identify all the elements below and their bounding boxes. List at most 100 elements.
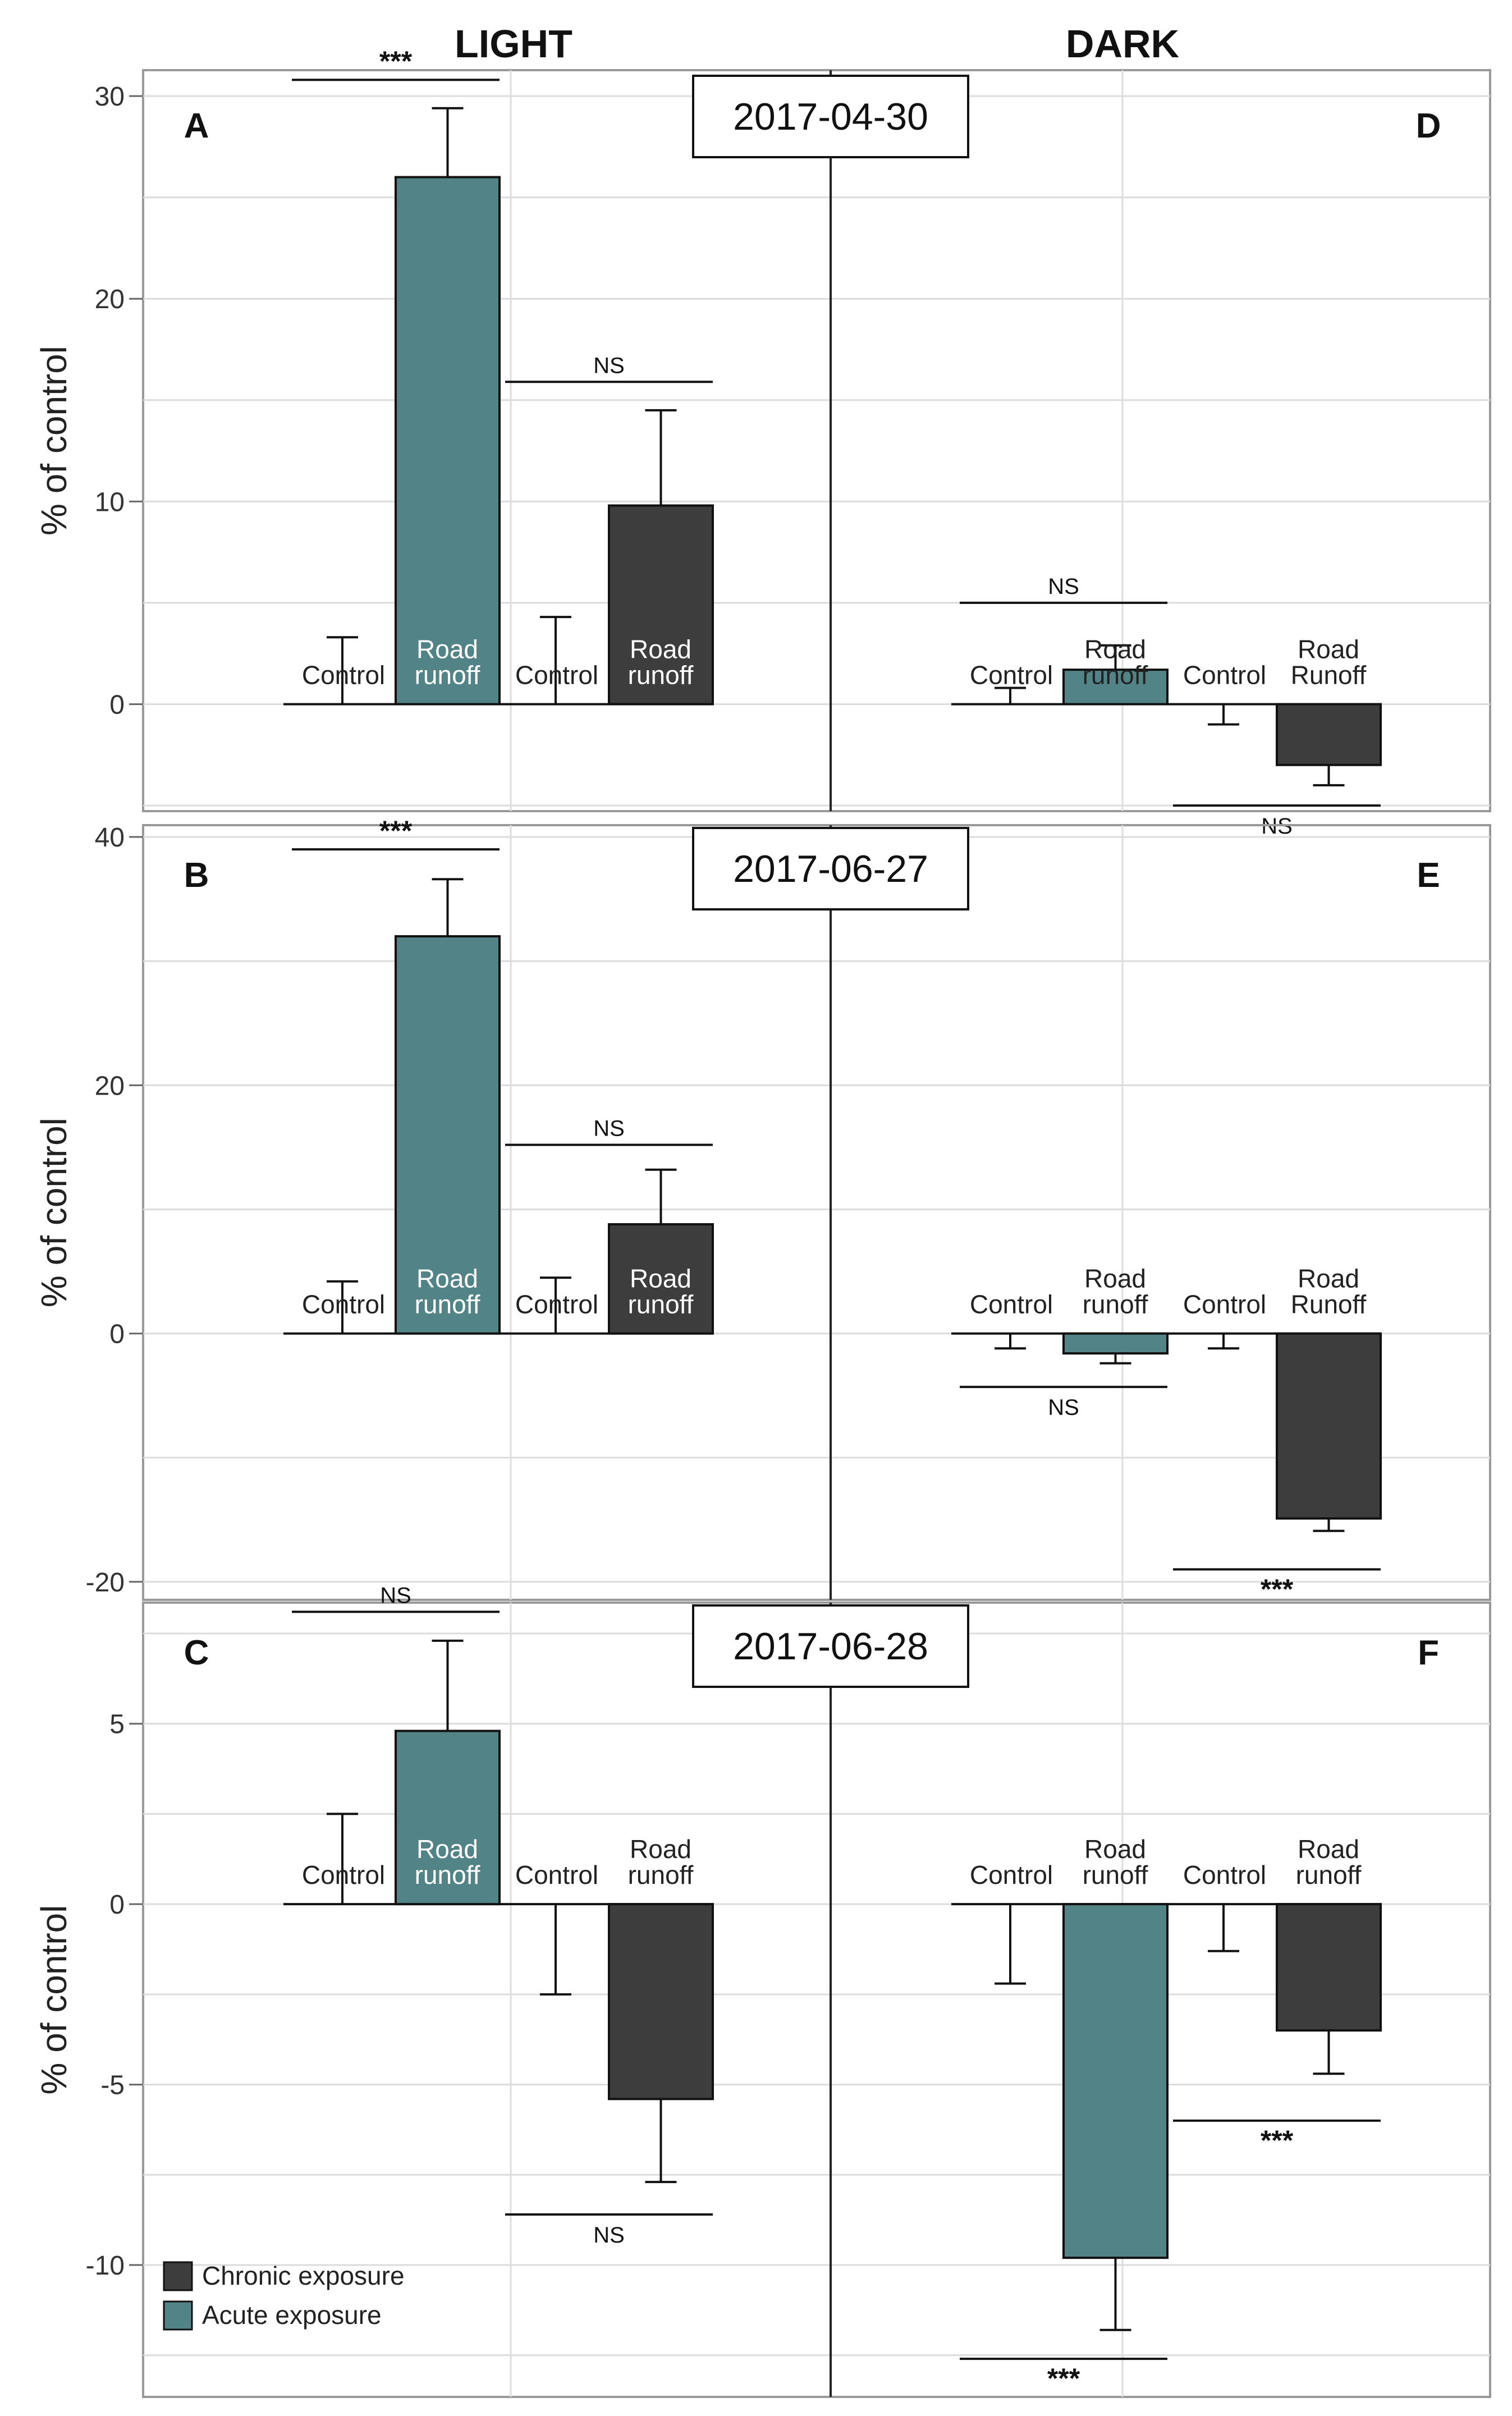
date-label: 2017-06-27: [733, 848, 928, 890]
y-tick-label: 20: [95, 285, 125, 314]
bar-label-control: Control: [302, 1860, 385, 1889]
significance-label: ***: [379, 815, 413, 846]
bar-label-line2: runoff: [1083, 1860, 1148, 1889]
bar-label-control: Control: [970, 1290, 1053, 1319]
bar-label-line1: Road: [630, 1834, 691, 1864]
bar-label-control: Control: [1183, 660, 1266, 689]
y-tick-label: 10: [95, 487, 125, 517]
panel-letter: B: [184, 856, 209, 895]
significance-label: NS: [593, 2223, 625, 2248]
significance-label: NS: [593, 353, 625, 378]
y-tick-label: 20: [95, 1071, 125, 1101]
significance-label: ***: [1261, 2125, 1294, 2156]
date-label: 2017-04-30: [733, 95, 928, 138]
y-axis-label: % of control: [34, 1118, 74, 1307]
bar-label-line2: runoff: [628, 1860, 694, 1889]
bar-chronic-road-runoff: [608, 1903, 714, 2101]
date-box-frame: [692, 75, 969, 158]
bar-label-line1: Road: [1084, 1834, 1146, 1864]
significance-label: NS: [380, 1583, 411, 1608]
significance-label: NS: [1048, 574, 1079, 599]
y-tick-label: 30: [95, 82, 125, 112]
panel-letter: A: [184, 107, 209, 145]
bar-label-control: Control: [1183, 1290, 1266, 1319]
y-tick-label: 0: [109, 1320, 125, 1349]
y-tick-label: 0: [109, 1890, 125, 1920]
date-box-frame: [692, 1604, 969, 1688]
bar-label-line1: Road: [416, 634, 478, 664]
bar-chronic-road-runoff: [1276, 703, 1382, 766]
date-box: 2017-06-27: [692, 827, 969, 910]
bar-chronic-road-runoff: [1276, 1903, 1382, 2032]
date-box: 2017-06-28: [692, 1604, 969, 1688]
y-tick-label: 40: [95, 823, 125, 853]
bar-label-control: Control: [515, 1290, 598, 1319]
y-tick-label: -5: [100, 2071, 125, 2101]
panel-letter: D: [1416, 107, 1441, 145]
legend: Chronic exposure Acute exposure: [163, 2261, 405, 2331]
bar-chronic-road-runoff: [1276, 1332, 1382, 1520]
bar-label-control: Control: [515, 1860, 598, 1889]
bar-label-control: Control: [302, 1290, 385, 1319]
bar-label-line1: Road: [630, 634, 691, 664]
bar-label-line2: runoff: [628, 660, 694, 689]
bar-label-line2: Runoff: [1291, 660, 1367, 689]
date-label: 2017-06-28: [733, 1625, 928, 1668]
bar-label-line2: runoff: [415, 1860, 480, 1889]
panel-letter: E: [1417, 856, 1440, 895]
legend-label: Chronic exposure: [202, 2261, 405, 2290]
bar-label-line1: Road: [1298, 634, 1359, 664]
bar-chronic-road-runoff: [608, 504, 714, 706]
y-tick-label: -20: [86, 1568, 125, 1598]
significance-label: ***: [379, 45, 413, 77]
column-title-light: LIGHT: [455, 22, 572, 66]
bar-acute-road-runoff: [1062, 1332, 1169, 1355]
panel-frame: [142, 824, 1491, 1601]
significance-label: NS: [593, 1116, 625, 1141]
bar-label-line2: Runoff: [1291, 1290, 1367, 1319]
y-tick-label: 5: [109, 1710, 125, 1740]
bar-acute-road-runoff: [395, 176, 501, 706]
y-axis-label: % of control: [34, 1905, 74, 2095]
legend-swatch-chronic: [163, 2261, 193, 2291]
bar-label-line2: runoff: [628, 1290, 694, 1319]
bar-acute-road-runoff: [395, 935, 501, 1335]
bar-label-line1: Road: [1084, 634, 1146, 664]
legend-swatch-acute: [163, 2300, 193, 2331]
y-tick-label: -10: [86, 2251, 125, 2281]
bar-label-line1: Road: [630, 1264, 691, 1293]
significance-label: ***: [1261, 1573, 1294, 1605]
panel-letter: F: [1418, 1633, 1439, 1672]
panel-frame: [142, 1601, 1491, 2398]
y-tick-label: 0: [109, 690, 125, 720]
bar-label-line2: runoff: [1296, 1860, 1362, 1889]
bar-label-control: Control: [515, 660, 598, 689]
bar-acute-road-runoff: [1062, 1903, 1169, 2259]
bar-label-line2: runoff: [1083, 1290, 1148, 1319]
bar-label-line1: Road: [416, 1834, 478, 1864]
bar-chronic-road-runoff: [608, 1223, 714, 1335]
bar-label-control: Control: [970, 660, 1053, 689]
significance-label: ***: [1047, 2363, 1080, 2394]
bar-label-control: Control: [1183, 1860, 1266, 1889]
bar-label-control: Control: [302, 660, 385, 689]
bar-acute-road-runoff: [1062, 669, 1169, 706]
bar-label-line2: runoff: [415, 660, 480, 689]
column-title-dark: DARK: [1066, 22, 1179, 66]
legend-label: Acute exposure: [202, 2300, 382, 2330]
bar-label-line1: Road: [1298, 1834, 1359, 1864]
bar-label-line1: Road: [1298, 1264, 1359, 1293]
bar-label-line1: Road: [1084, 1264, 1146, 1293]
panel-frame: [142, 69, 1491, 812]
bar-label-line1: Road: [416, 1264, 478, 1293]
bar-label-line2: runoff: [1083, 660, 1148, 689]
